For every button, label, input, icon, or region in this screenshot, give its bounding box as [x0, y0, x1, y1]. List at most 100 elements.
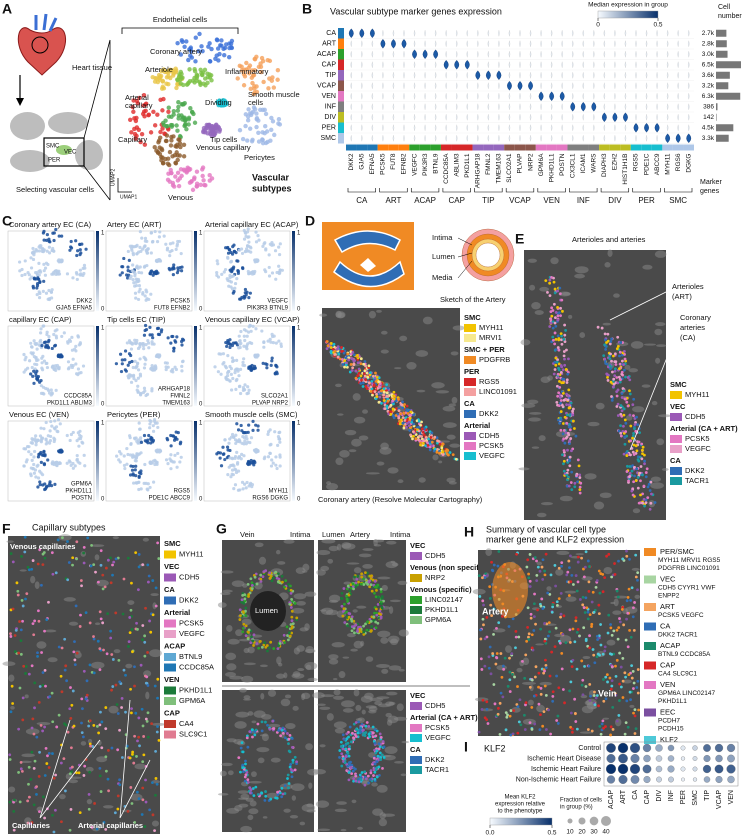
transcript-dot [615, 376, 618, 379]
violin [667, 41, 668, 47]
transcript-dot [365, 629, 368, 632]
transcript-dot [624, 418, 627, 421]
legend-label: CDH5 [479, 431, 499, 440]
violin [477, 30, 478, 36]
umap-point [177, 184, 181, 188]
umap-point [150, 389, 153, 392]
violin [562, 62, 563, 68]
gene-label: EFNA5 [369, 153, 376, 174]
tissue-texture [296, 567, 306, 574]
tissue-texture [655, 358, 660, 364]
transcript-dot [620, 404, 623, 407]
legend-swatch [164, 597, 176, 605]
umap-point [180, 40, 184, 44]
gene-label: DKK2 [348, 153, 355, 170]
transcript-dot [86, 536, 89, 539]
transcript-dot [40, 584, 43, 587]
row-label: SMC [320, 135, 336, 142]
umap-point [234, 388, 237, 391]
transcript-dot [93, 638, 96, 641]
umap-point [243, 431, 246, 434]
violin [656, 93, 657, 99]
row-label: VEN [322, 93, 336, 100]
transcript-dot [579, 482, 582, 485]
transcript-dot [565, 422, 568, 425]
umap-point [240, 424, 243, 427]
umap-point [271, 119, 275, 123]
transcript-dot [567, 357, 570, 360]
gene-label: DIAPH3 [601, 153, 608, 177]
annotation: Arterioles [672, 282, 704, 291]
violin [509, 41, 510, 47]
umap-point [29, 342, 32, 345]
violin [562, 125, 563, 131]
transcript-dot [136, 791, 139, 794]
umap-point [232, 267, 235, 270]
tissue-texture [366, 472, 380, 474]
tissue-texture [256, 747, 269, 752]
transcript-dot [351, 625, 354, 628]
umap-point [152, 424, 155, 427]
umap-point [243, 295, 246, 298]
violin [688, 125, 689, 131]
violin [656, 72, 657, 78]
transcript-dot [33, 804, 36, 807]
umap-point [277, 340, 280, 343]
transcript-dot [148, 808, 151, 811]
umap-point [265, 363, 268, 366]
tissue-texture [343, 708, 354, 713]
umap-point [148, 419, 151, 422]
umap-point [157, 138, 161, 142]
transcript-dot [419, 424, 422, 427]
transcript-dot [573, 485, 576, 488]
tissue-texture [337, 312, 344, 318]
tissue-texture [377, 577, 390, 580]
transcript-dot [384, 407, 387, 410]
transcript-dot [127, 810, 130, 813]
transcript-dot [375, 614, 378, 617]
tissue-texture [293, 671, 301, 677]
violin [372, 72, 373, 78]
legend-label: SLC9C1 [179, 729, 207, 738]
umap-point [40, 392, 43, 395]
umap-point [38, 281, 41, 284]
umap-point [276, 68, 280, 72]
umap-point [32, 455, 35, 458]
tissue-texture [345, 430, 357, 435]
violin [351, 51, 352, 57]
transcript-dot [619, 378, 622, 381]
violin [435, 72, 436, 78]
transcript-dot [62, 757, 65, 760]
violin [414, 41, 415, 47]
violin [393, 83, 394, 89]
umap-point [203, 83, 207, 87]
legend-swatch [164, 574, 176, 582]
violin [665, 134, 670, 143]
umap-point [42, 386, 45, 389]
umap-point [227, 55, 231, 59]
transcript-dot [252, 794, 255, 797]
umap-point [158, 258, 161, 261]
cluster-label: Inflammatory [225, 67, 269, 76]
tissue-texture [354, 641, 363, 649]
umap-point [226, 279, 229, 282]
transcript-dot [560, 399, 563, 402]
umap-point [239, 368, 242, 371]
umap-point [30, 441, 33, 444]
umap-point [241, 487, 244, 490]
umap-point [215, 271, 218, 274]
umap-point [249, 292, 252, 295]
transcript-dot [578, 473, 581, 476]
transcript-dot [153, 829, 156, 832]
umap-point [245, 291, 248, 294]
tissue-texture [232, 580, 245, 587]
transcript-dot [643, 485, 646, 488]
umap-point [127, 376, 130, 379]
transcript-dot [649, 489, 652, 492]
umap-point [251, 483, 254, 486]
umap-point [138, 357, 141, 360]
transcript-dot [287, 774, 290, 777]
transcript-dot [560, 335, 563, 338]
transcript-dot [260, 791, 263, 794]
transcript-dot [111, 747, 114, 750]
